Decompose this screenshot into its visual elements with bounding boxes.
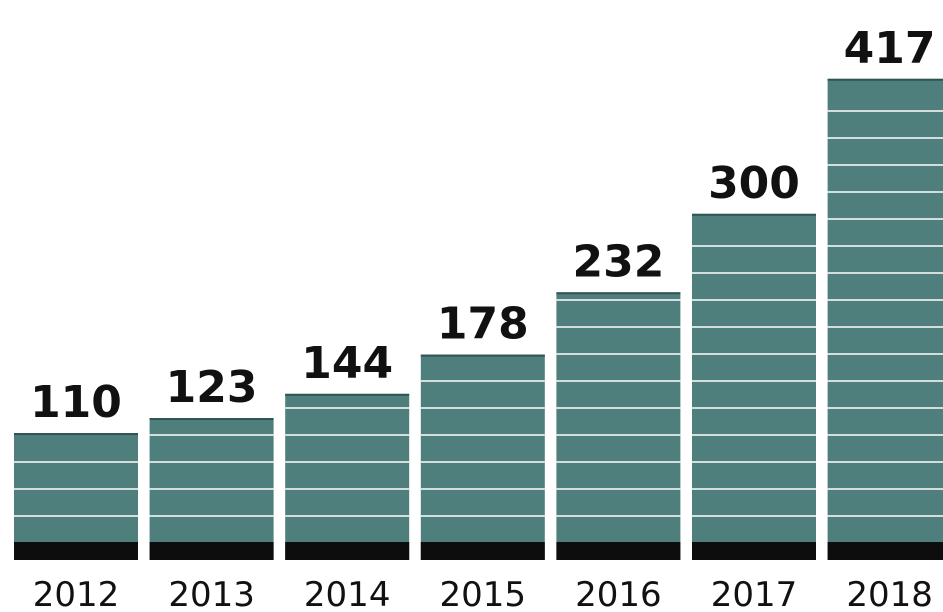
bar-stripe: [827, 299, 943, 301]
bar-stripe: [827, 488, 943, 490]
bar-stripe: [420, 434, 545, 436]
bar: [827, 78, 943, 561]
bar-stripe: [827, 272, 943, 274]
value-label: 417: [844, 23, 936, 74]
bar-stripe: [420, 461, 545, 463]
bar-stripe: [14, 461, 138, 463]
bar-stripe: [285, 488, 410, 490]
bar-stripe: [420, 407, 545, 409]
bar-stripe: [827, 218, 943, 220]
bar-top-edge: [149, 418, 274, 421]
bar-stripe: [14, 515, 138, 517]
bar: [692, 213, 816, 561]
bar-base-band: [149, 542, 274, 560]
bar-base-band: [692, 542, 816, 560]
bar-stripe: [692, 353, 816, 355]
bar-stripe: [420, 515, 545, 517]
value-label: 300: [708, 158, 800, 209]
x-tick-label: 2012: [33, 575, 120, 612]
bar-stripe: [692, 461, 816, 463]
x-tick-label: 2015: [440, 575, 527, 612]
bar-base-band: [285, 542, 410, 560]
value-labels-group: 110 123 144 178 232 300 417: [30, 23, 935, 428]
bar-stripe: [420, 488, 545, 490]
value-label: 110: [30, 377, 122, 428]
bar-stripe: [827, 434, 943, 436]
bar-stripe: [556, 488, 681, 490]
bar-stripe: [827, 137, 943, 139]
bar-stripe: [827, 326, 943, 328]
bar-base-band: [420, 542, 545, 560]
value-label: 144: [301, 338, 393, 389]
bar-stripe: [827, 461, 943, 463]
bar-stripe: [556, 434, 681, 436]
bar-stripe: [149, 515, 274, 517]
value-label: 123: [166, 362, 258, 413]
x-tick-label: 2018: [846, 575, 933, 612]
bar-stripe: [692, 515, 816, 517]
bar-stripe: [149, 461, 274, 463]
bar-stripe: [827, 164, 943, 166]
bar-stripe: [285, 461, 410, 463]
bar-stripe: [14, 488, 138, 490]
bar-base-band: [827, 542, 943, 560]
bar-stripe: [556, 407, 681, 409]
bar-top-edge: [420, 354, 545, 357]
bar-stripe: [149, 434, 274, 436]
bar-stripe: [692, 245, 816, 247]
bar-stripe: [827, 245, 943, 247]
bar-stripe: [692, 299, 816, 301]
bar-stripe: [827, 191, 943, 193]
x-tick-label: 2016: [575, 575, 662, 612]
bar-stripe: [285, 434, 410, 436]
bar-stripe: [827, 407, 943, 409]
bar-stripe: [692, 407, 816, 409]
bar-stripe: [692, 488, 816, 490]
bar-stripe: [285, 407, 410, 409]
bar-stripe: [692, 434, 816, 436]
bar-top-edge: [692, 213, 816, 216]
bar-stripe: [556, 515, 681, 517]
bar-top-edge: [14, 433, 138, 436]
bars-group: [14, 78, 943, 561]
bar-stripe: [827, 110, 943, 112]
bar-top-edge: [285, 393, 410, 396]
x-tick-label: 2014: [304, 575, 391, 612]
bar: [285, 393, 410, 560]
bar-stripe: [556, 380, 681, 382]
bar-stripe: [556, 299, 681, 301]
bar-stripe: [827, 380, 943, 382]
bar-stripe: [420, 380, 545, 382]
bar-stripe: [556, 461, 681, 463]
bar-base-band: [14, 542, 138, 560]
bar: [420, 354, 545, 560]
bar-stripe: [556, 353, 681, 355]
x-tick-label: 2017: [711, 575, 798, 612]
bar-stripe: [285, 515, 410, 517]
x-tick-label: 2013: [168, 575, 255, 612]
bar-stripe: [692, 326, 816, 328]
bar-top-edge: [556, 292, 681, 295]
bar-stripe: [827, 515, 943, 517]
bar: [14, 433, 138, 560]
x-axis-tick-labels: 2012 2013 2014 2015 2016 2017 2018: [33, 575, 933, 612]
value-label: 232: [572, 236, 664, 287]
bar-top-edge: [827, 78, 943, 81]
bar-stripe: [827, 353, 943, 355]
bar-stripe: [556, 326, 681, 328]
value-label: 178: [437, 299, 529, 350]
bar-stripe: [692, 380, 816, 382]
bar-stripe: [692, 272, 816, 274]
bar-base-band: [556, 542, 681, 560]
bar: [556, 292, 681, 560]
bar-stripe: [149, 488, 274, 490]
